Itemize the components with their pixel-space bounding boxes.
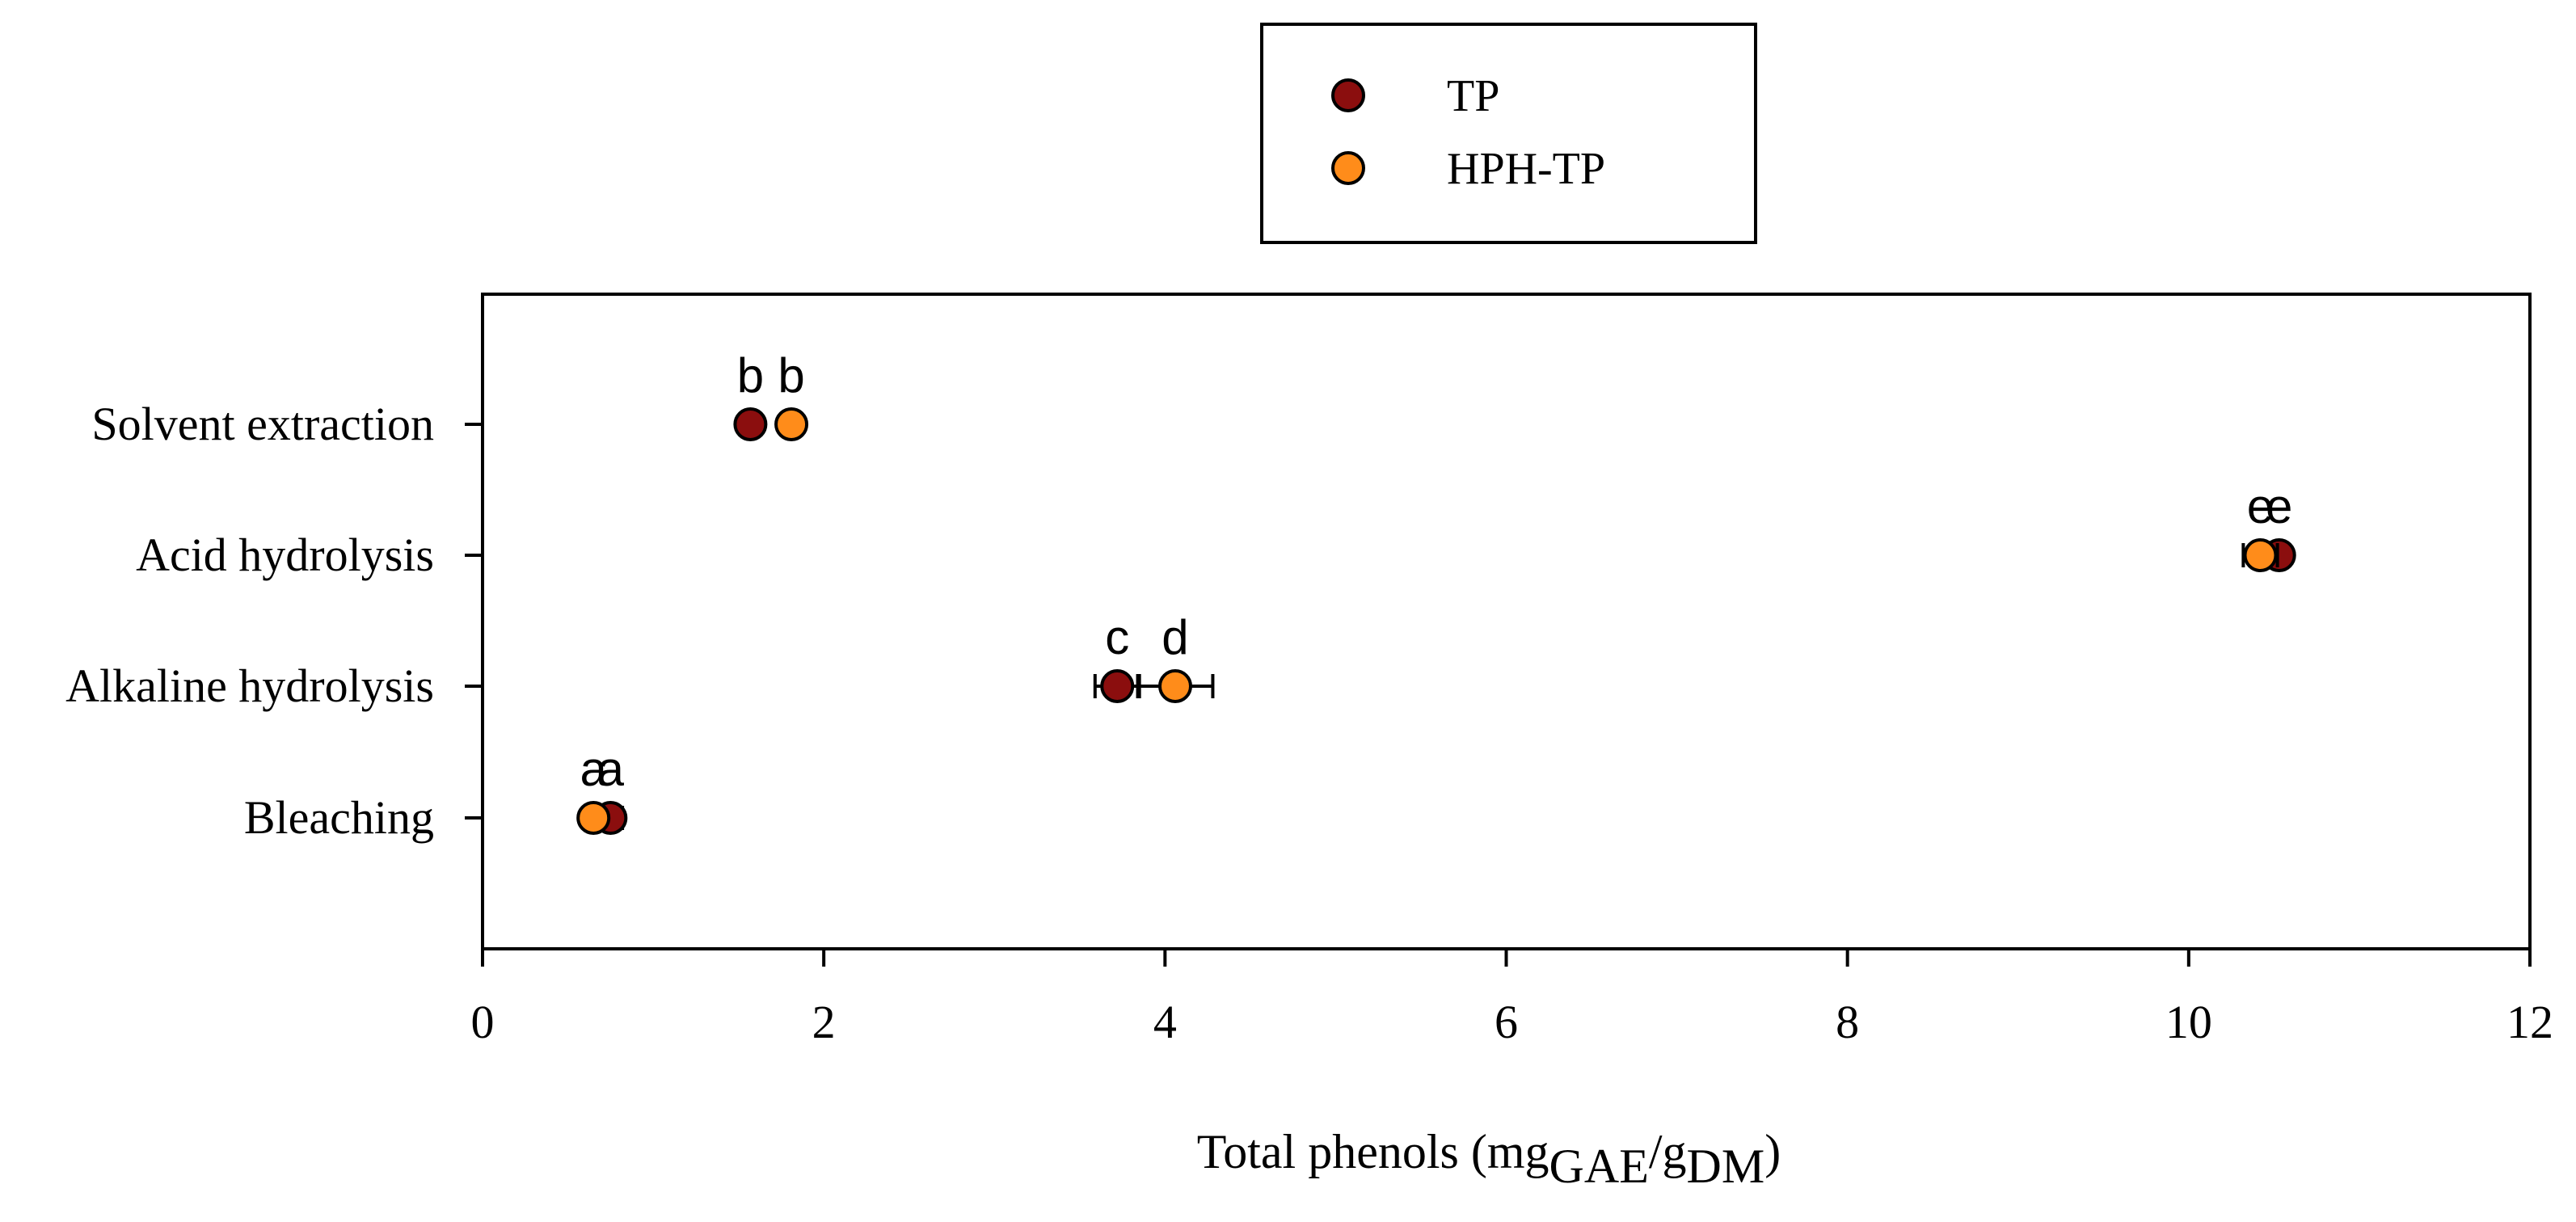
x-tick-label-6: 6 — [1495, 996, 1518, 1048]
data-point-hph-tp — [2243, 538, 2278, 572]
point-group-tp: c — [1093, 610, 1141, 703]
legend-label-tp: TP — [1447, 71, 1499, 121]
y-tick-label-solvent-extraction: Solvent extraction — [91, 398, 434, 450]
significance-letter-hph-tp: d — [1162, 610, 1188, 664]
y-tick-label-acid-hydrolysis: Acid hydrolysis — [136, 529, 434, 581]
legend-marker-hph-tp — [1331, 151, 1365, 185]
data-point-tp — [733, 407, 768, 441]
data-point-hph-tp — [576, 801, 611, 835]
data-point-hph-tp — [1157, 669, 1192, 703]
y-tick-label-bleaching: Bleaching — [244, 791, 434, 844]
point-group-hph-tp: d — [1136, 610, 1215, 703]
x-axis-label-main: Total phenols (mg — [1197, 1125, 1549, 1178]
significance-letter-hph-tp: a — [580, 742, 608, 796]
x-axis: 0 2 4 6 8 10 12 — [471, 949, 2553, 1048]
x-tick-label-8: 8 — [1836, 996, 1859, 1048]
point-group-hph-tp: e — [2241, 479, 2279, 572]
point-group-tp: b — [733, 348, 768, 441]
x-tick-label-12: 12 — [2506, 996, 2553, 1048]
legend-box — [1260, 23, 1757, 244]
significance-letter-hph-tp: b — [778, 348, 804, 402]
y-axis: Solvent extraction Acid hydrolysis Alkalin… — [65, 398, 483, 844]
x-axis-label-mid: /g — [1649, 1125, 1687, 1178]
x-tick-label-4: 4 — [1153, 996, 1177, 1048]
x-tick-label-2: 2 — [812, 996, 836, 1048]
y-tick-label-alkaline-hydrolysis: Alkaline hydrolysis — [65, 659, 434, 712]
x-tick-label-10: 10 — [2165, 996, 2212, 1048]
x-axis-label-end: ) — [1764, 1125, 1781, 1178]
x-axis-label-sub-gae: GAE — [1549, 1140, 1649, 1193]
data-marks: b e c a b e d a — [576, 348, 2296, 835]
data-point-tp — [1100, 669, 1135, 703]
significance-letter-tp: a — [597, 742, 625, 796]
x-tick-label-0: 0 — [471, 996, 495, 1048]
legend-label-hph-tp: HPH-TP — [1447, 144, 1605, 194]
legend-marker-tp — [1331, 78, 1365, 112]
legend: TP HPH-TP — [1260, 23, 1757, 244]
x-axis-label-sub-dm: DM — [1687, 1140, 1765, 1193]
significance-letter-tp: e — [2266, 479, 2292, 533]
significance-letter-tp: c — [1105, 610, 1129, 664]
point-group-hph-tp: a — [576, 742, 611, 835]
significance-letter-tp: b — [737, 348, 764, 402]
point-group-hph-tp: b — [774, 348, 809, 441]
significance-letter-hph-tp: e — [2247, 479, 2274, 533]
data-point-hph-tp — [774, 407, 809, 441]
x-axis-label: Total phenols (mgGAE/gDM) — [1197, 1125, 1781, 1193]
